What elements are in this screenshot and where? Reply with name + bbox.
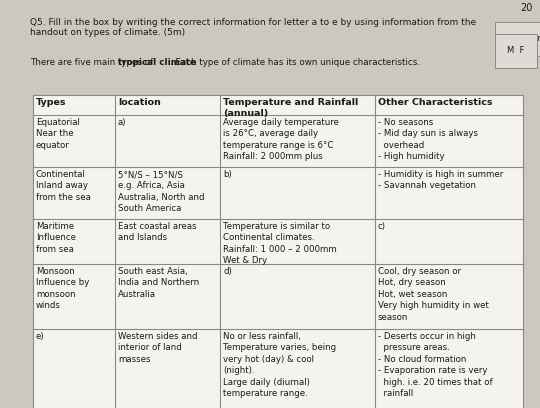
Text: - Humidity is high in summer
- Savannah vegetation: - Humidity is high in summer - Savannah … [378, 170, 503, 191]
Text: Continental
Inland away
from the sea: Continental Inland away from the sea [36, 170, 91, 202]
Text: DER (circ: DER (circ [507, 34, 540, 43]
Text: East coastal areas
and Islands: East coastal areas and Islands [118, 222, 197, 242]
Text: Types: Types [36, 98, 66, 107]
Text: Maritime
Influence
from sea: Maritime Influence from sea [36, 222, 76, 254]
Text: Cool, dry season or
Hot, dry season
Hot, wet season
Very high humidity in wet
se: Cool, dry season or Hot, dry season Hot,… [378, 267, 489, 322]
Text: . Each type of climate has its own unique characteristics.: . Each type of climate has its own uniqu… [170, 58, 420, 67]
Text: - No seasons
- Mid day sun is always
  overhead
- High humidity: - No seasons - Mid day sun is always ove… [378, 118, 478, 161]
Text: b): b) [223, 170, 232, 179]
Text: handout on types of climate. (5m): handout on types of climate. (5m) [30, 28, 185, 37]
Text: Equatorial
Near the
equator: Equatorial Near the equator [36, 118, 80, 150]
Text: Temperature is similar to
Continental climates.
Rainfall: 1 000 – 2 000mm
Wet & : Temperature is similar to Continental cl… [223, 222, 337, 265]
Text: No or less rainfall,
Temperature varies, being
very hot (day) & cool
(night).
La: No or less rainfall, Temperature varies,… [223, 332, 336, 398]
Text: tropical climate: tropical climate [118, 58, 195, 67]
Text: There are five main types of: There are five main types of [30, 58, 156, 67]
Text: Temperature and Rainfall
(annual): Temperature and Rainfall (annual) [223, 98, 358, 118]
Text: M  F: M F [507, 46, 524, 55]
Text: South east Asia,
India and Northern
Australia: South east Asia, India and Northern Aust… [118, 267, 199, 299]
Text: - Deserts occur in high
  pressure areas.
- No cloud formation
- Evaporation rat: - Deserts occur in high pressure areas. … [378, 332, 492, 398]
Text: Western sides and
interior of land
masses: Western sides and interior of land masse… [118, 332, 198, 364]
Text: d): d) [223, 267, 232, 276]
Text: location: location [118, 98, 161, 107]
Text: e): e) [36, 332, 45, 341]
Text: Other Characteristics: Other Characteristics [378, 98, 492, 107]
Bar [33, 95, 523, 408]
Text: a): a) [118, 118, 126, 127]
Text: 20: 20 [521, 3, 533, 13]
Text: c): c) [378, 222, 386, 231]
Text: Monsoon
Influence by
monsoon
winds: Monsoon Influence by monsoon winds [36, 267, 90, 310]
Text: Q5. Fill in the box by writing the correct information for letter a to e by usin: Q5. Fill in the box by writing the corre… [30, 18, 476, 27]
Text: Average daily temperature
is 26°C, average daily
temperature range is 6°C
Rainfa: Average daily temperature is 26°C, avera… [223, 118, 339, 161]
Text: 5°N/S – 15°N/S
e.g. Africa, Asia
Australia, North and
South America: 5°N/S – 15°N/S e.g. Africa, Asia Austral… [118, 170, 205, 213]
